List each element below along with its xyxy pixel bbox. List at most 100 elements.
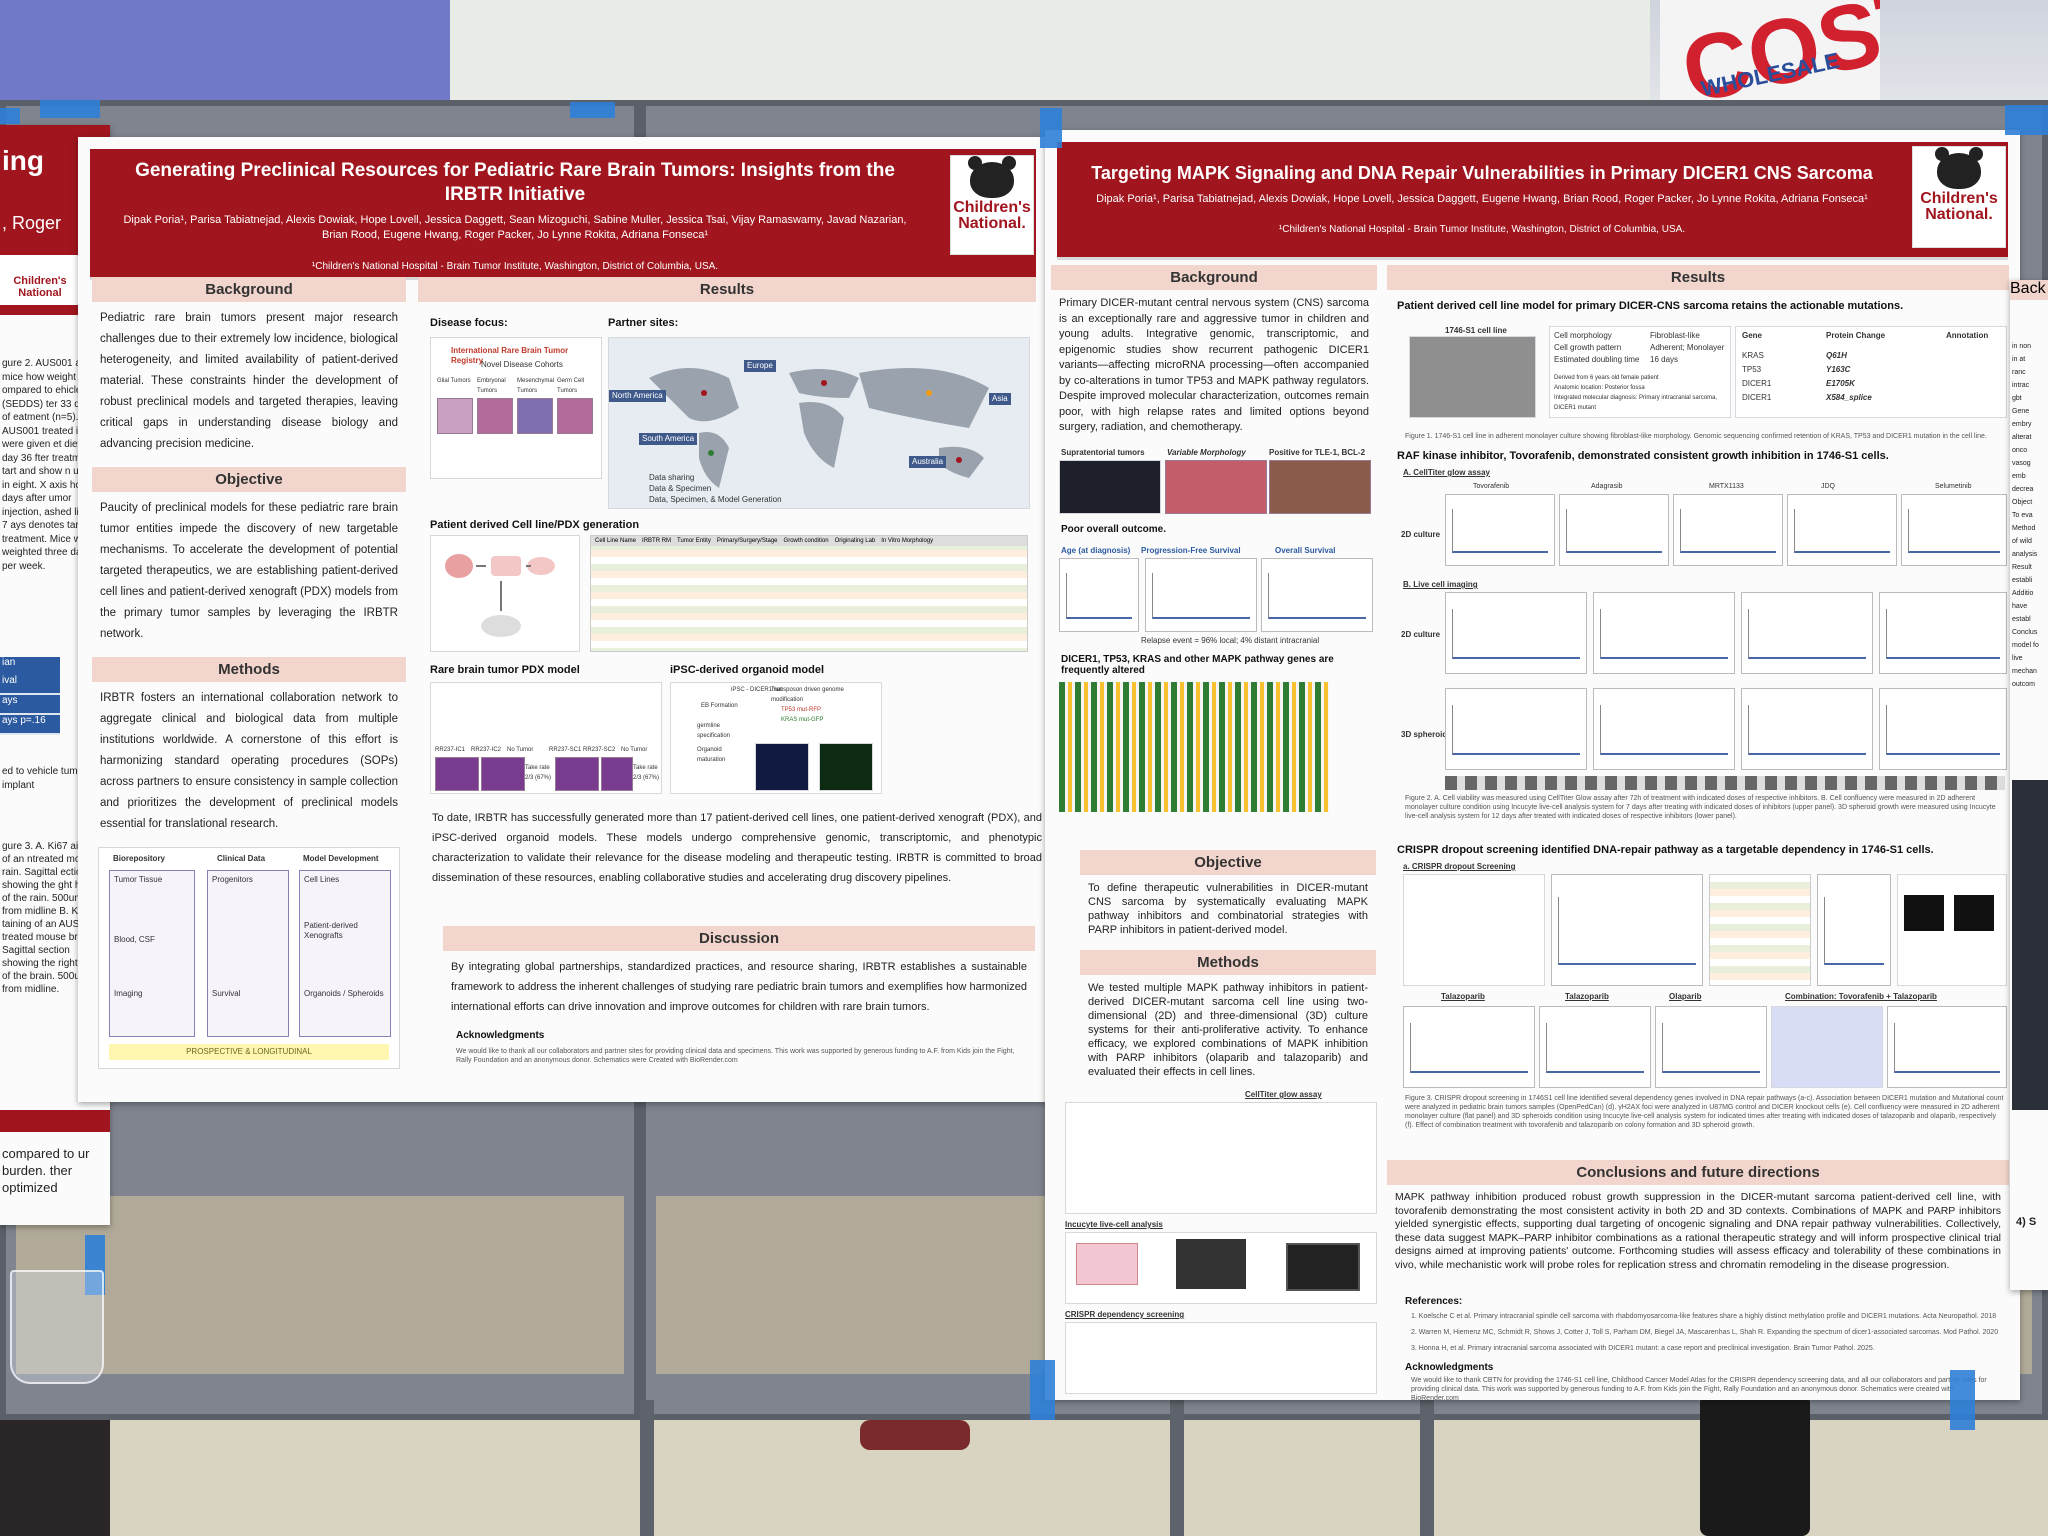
cohort-label: Glial Tumors xyxy=(437,378,471,384)
schematic-item: Cell Lines xyxy=(304,875,340,884)
cell-properties-box: Cell morphology Fibroblast-like Cell gro… xyxy=(1549,326,1731,418)
organoid-label: Organoid maturation xyxy=(697,747,726,763)
wall-light-panel xyxy=(450,0,1650,110)
pdx-model-figure: RR237-IC1 RR237-IC2 No Tumor RR237-SC1 R… xyxy=(430,682,662,794)
right-edge-line: Conclus xyxy=(2012,629,2038,636)
method-fig-label: Incucyte live-cell analysis xyxy=(1065,1220,1163,1229)
cell-line-label: 1746-S1 cell line xyxy=(1445,326,1507,335)
age-plot xyxy=(1059,558,1139,632)
histology-image xyxy=(517,398,553,434)
section-heading: Conclusions and future directions xyxy=(1387,1160,2009,1185)
pdx-heading: Rare brain tumor PDX model xyxy=(430,664,580,676)
blue-tape xyxy=(570,102,615,118)
table-header-cell: Tumor Entity xyxy=(677,538,711,544)
left-edge-table-cell: ays xyxy=(0,695,60,713)
mapk-pathway-schematic xyxy=(1065,1102,1377,1214)
microscopy-image xyxy=(1904,895,1944,931)
microscopy-image xyxy=(1954,895,1994,931)
region-label: South America xyxy=(639,433,698,445)
acknowledgments-text: We would like to thank CBTN for providin… xyxy=(1411,1377,1987,1400)
foci-images xyxy=(1897,874,2007,986)
section-text: We tested multiple MAPK pathway inhibito… xyxy=(1088,982,1368,1078)
organoid-label: iPSC - DICER1mut xyxy=(731,687,783,693)
mri-image xyxy=(1059,460,1161,514)
right-edge-figure xyxy=(2012,780,2048,1110)
registry-title: International Rare Brain Tumor Registry xyxy=(451,346,569,365)
acknowledgments-heading: Acknowledgments xyxy=(1405,1362,1494,1373)
right-edge-line: alterat xyxy=(2012,434,2032,441)
blue-tape xyxy=(40,100,100,118)
panel-label: A. CellTiter glow assay xyxy=(1403,468,1490,477)
poster-affiliation: ¹Children's National Hospital - Brain Tu… xyxy=(311,261,719,272)
clinical-data-box: Progenitors Survival xyxy=(207,870,289,1037)
partner-sites-map: Europe North America South America Asia … xyxy=(608,337,1030,509)
logo-text: Children's National. xyxy=(1920,190,1998,223)
left-edge-title: ing xyxy=(2,145,44,176)
childrens-national-logo: Children's National. xyxy=(950,155,1034,255)
protein-change: E1705K xyxy=(1826,379,1855,388)
references-heading: References: xyxy=(1405,1296,1463,1307)
section-heading: Background xyxy=(92,277,406,302)
acknowledgments-text: We would like to thank all our collabora… xyxy=(456,1048,1015,1064)
prop-key: Estimated doubling time xyxy=(1554,355,1640,364)
right-edge-line: onco xyxy=(2012,447,2028,454)
poor-outcome-heading: Poor overall outcome. xyxy=(1061,524,1167,535)
protein-change: X584_splice xyxy=(1826,393,1872,402)
table-header: Cell Line Name IRBTR RM Tumor Entity Pri… xyxy=(591,536,1027,546)
incucyte-schematic xyxy=(1065,1232,1377,1304)
section-text: To define therapeutic vulnerabilities in… xyxy=(1088,882,1368,936)
right-edge-line: Object xyxy=(2012,499,2033,506)
table-header-cell: Primary/Surgery/Stage xyxy=(716,538,778,544)
km-title: Progression-Free Survival xyxy=(1141,546,1241,555)
mutation-count-plot xyxy=(1817,874,1891,986)
blue-tape xyxy=(1950,1370,1975,1430)
talazoparib-3d-plot xyxy=(1539,1006,1651,1088)
histology-image xyxy=(435,757,479,791)
panel-label: a. CRISPR dropout Screening xyxy=(1403,862,1516,871)
blue-tape xyxy=(0,108,20,124)
panel-label: Talazoparib xyxy=(1441,992,1485,1001)
blue-tape xyxy=(2005,105,2048,135)
poster-authors: Dipak Poria¹, Parisa Tabiatnejad, Alexis… xyxy=(1096,193,1868,205)
schematic-item: Imaging xyxy=(114,989,143,998)
poster-banner: Targeting MAPK Signaling and DNA Repair … xyxy=(1057,142,2008,260)
table-header-cell: Cell Line Name xyxy=(595,538,637,544)
pfs-plot xyxy=(1145,558,1257,632)
right-edge-footer: 4) S xyxy=(2016,1216,2037,1228)
oncoprint-heatmap xyxy=(1059,682,1329,812)
organoid-label: TP53 mut-RFP xyxy=(781,707,822,713)
conclusions-section: Conclusions and future directions MAPK p… xyxy=(1387,1160,2009,1278)
spheroid-growth-plot xyxy=(1879,688,2007,770)
gene-col-header: Gene xyxy=(1742,331,1763,340)
incucyte-machine-icon xyxy=(1176,1239,1246,1289)
results-section: Results xyxy=(1387,265,2009,290)
histology-image xyxy=(477,398,513,434)
region-label: Australia xyxy=(909,456,947,468)
world-map-icon xyxy=(649,368,989,488)
left-edge-footer-bar xyxy=(0,1110,110,1132)
methods-section: Methods We tested multiple MAPK pathway … xyxy=(1080,950,1376,1085)
histology-image xyxy=(557,398,593,434)
section-text: Pediatric rare brain tumors present majo… xyxy=(100,312,398,450)
discussion-section: Discussion By integrating global partner… xyxy=(443,926,1035,1023)
poster-banner: Generating Preclinical Resources for Ped… xyxy=(90,149,1036,280)
protein-change: Q61H xyxy=(1826,351,1847,360)
panel-label: B. Live cell imaging xyxy=(1403,580,1478,589)
schematic-label: Biorepository xyxy=(113,854,166,863)
right-edge-line: decrea xyxy=(2012,486,2034,493)
section-heading: Objective xyxy=(92,467,406,492)
poster-irbtr: Generating Preclinical Resources for Ped… xyxy=(78,137,1048,1102)
section-heading: Background xyxy=(1051,265,1377,290)
section-text: Paucity of preclinical models for these … xyxy=(100,502,398,640)
table-header-cell: Originating Lab xyxy=(834,538,876,544)
right-edge-line: outcom xyxy=(2012,681,2035,688)
cell-note: Integrated molecular diagnosis: Primary … xyxy=(1554,395,1718,411)
laptop-icon xyxy=(1286,1243,1360,1291)
schematic-item: Survival xyxy=(212,989,241,998)
growth-curve-plot xyxy=(1879,592,2007,674)
schematic-item: Organoids / Spheroids xyxy=(304,989,384,998)
left-edge-footer-text: compared to ur burden. ther optimized xyxy=(2,1146,90,1195)
mutation-table: Gene Protein Change Annotation KRAS Q61H… xyxy=(1735,326,2007,418)
histology-image xyxy=(481,757,525,791)
methods-schematic: Biorepository Clinical Data Model Develo… xyxy=(98,847,400,1069)
